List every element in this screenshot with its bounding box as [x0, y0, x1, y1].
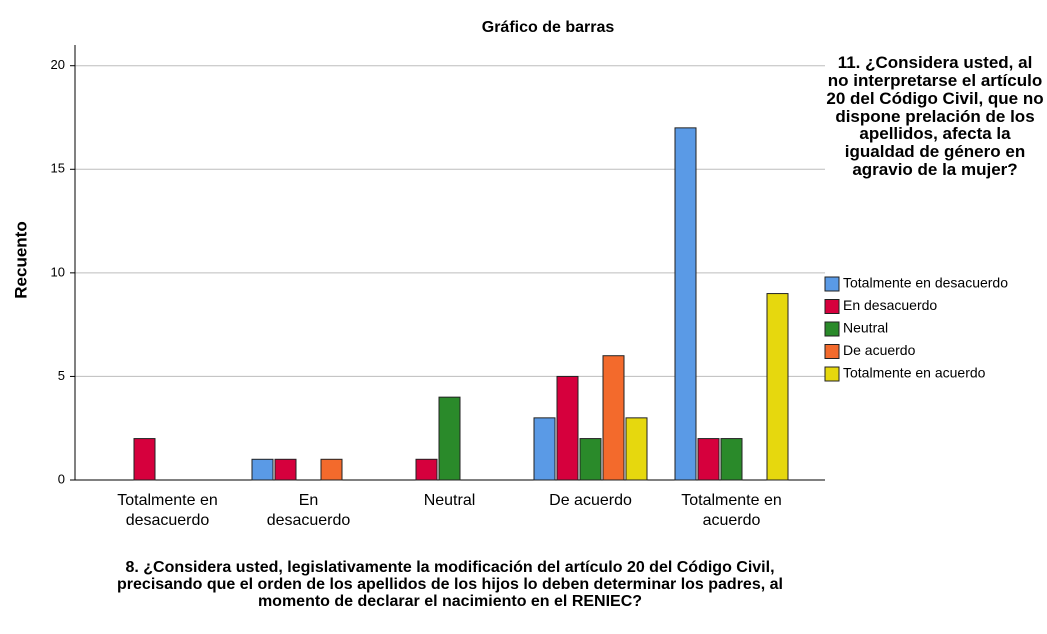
y-tick-label: 0 — [58, 471, 65, 486]
y-tick-label: 5 — [58, 368, 65, 383]
bar — [274, 458, 297, 481]
bar — [320, 458, 343, 481]
x-tick-label: Neutral — [424, 492, 476, 509]
y-axis-label: Recuento — [11, 221, 30, 298]
chart-title: Gráfico de barras — [482, 19, 615, 36]
bar — [415, 458, 438, 481]
bar — [602, 355, 625, 481]
legend-label: Totalmente en acuerdo — [843, 365, 986, 381]
bar — [556, 375, 579, 481]
y-tick-label: 20 — [51, 57, 65, 72]
legend-label: Neutral — [843, 320, 888, 336]
legend-title: 11. ¿Considera usted, al no interpretars… — [826, 54, 1044, 180]
x-axis-label: 8. ¿Considera usted, legislativamente la… — [117, 560, 783, 610]
legend-swatch — [824, 366, 840, 382]
legend-swatch — [824, 299, 840, 314]
bar — [766, 293, 789, 481]
bar — [579, 438, 602, 481]
legend-label: Totalmente en desacuerdo — [843, 275, 1008, 291]
bar — [133, 438, 156, 481]
legend-label: De acuerdo — [843, 342, 916, 358]
bar — [625, 417, 648, 481]
legend-swatch — [824, 276, 840, 292]
legend-label: En desacuerdo — [843, 297, 937, 313]
legend-swatch — [824, 344, 840, 359]
x-tick-label: Totalmente en acuerdo — [681, 492, 782, 529]
legend-swatch — [824, 321, 840, 337]
x-axis-label-box: 8. ¿Considera usted, legislativamente la… — [117, 560, 783, 610]
legend-title-box: 11. ¿Considera usted, al no interpretars… — [826, 54, 1044, 180]
bar — [674, 127, 697, 481]
bar — [251, 458, 274, 481]
y-tick-label: 15 — [51, 161, 65, 176]
bar — [697, 438, 720, 481]
x-tick-label: En desacuerdo — [267, 492, 351, 529]
bar — [438, 396, 461, 481]
y-tick-label: 10 — [51, 264, 65, 279]
x-tick-label: Totalmente en desacuerdo — [117, 492, 218, 529]
x-tick-label: De acuerdo — [549, 492, 632, 509]
bar — [720, 438, 743, 481]
bar — [533, 417, 556, 481]
